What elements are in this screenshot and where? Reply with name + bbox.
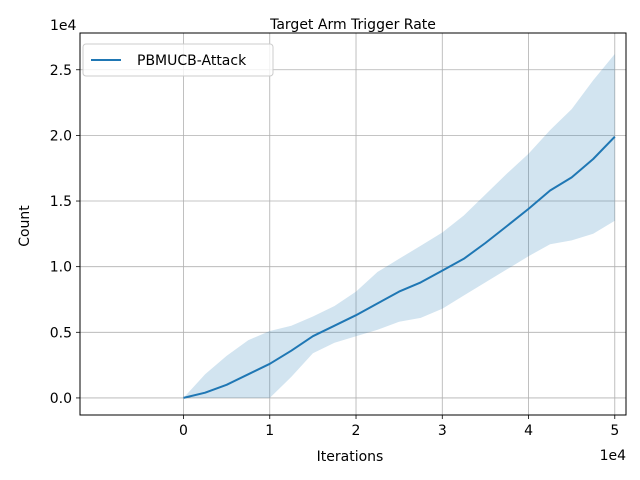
y-tick-label: 1.5: [50, 194, 72, 210]
y-tick-label: 2.0: [50, 128, 72, 144]
chart-title: Target Arm Trigger Rate: [269, 17, 436, 33]
x-tick-label: 2: [352, 423, 361, 439]
series-line: [183, 136, 616, 399]
x-tick-label: 4: [524, 423, 533, 439]
plot-frame: [79, 32, 627, 416]
x-tick-label: 5: [610, 423, 619, 439]
x-axis-label: Iterations: [317, 449, 384, 465]
x-tick-label: 3: [438, 423, 447, 439]
legend-box: [82, 43, 274, 77]
y-tick-label: 1.0: [50, 260, 72, 276]
y-axis-label: Count: [17, 205, 33, 247]
x-tick-label: 0: [179, 423, 188, 439]
legend: PBMUCB-Attack: [82, 43, 274, 77]
axis-ticks: 0 1 2 3 4 5 0.0 0.5 1.0 1.5 2.0 2.5: [50, 63, 620, 439]
x-tick-label: 1: [265, 423, 274, 439]
legend-label: PBMUCB-Attack: [137, 53, 247, 69]
y-tick-label: 2.5: [50, 63, 72, 79]
confidence-band: [183, 54, 615, 398]
x-axis-offset-text: 1e4: [600, 448, 627, 464]
series-confidence-band: [183, 54, 615, 398]
y-tick-label: 0.5: [50, 325, 72, 341]
y-axis-offset-text: 1e4: [50, 18, 77, 34]
series-lines: [183, 136, 616, 399]
grid: [80, 33, 626, 415]
y-tick-label: 0.0: [50, 391, 72, 407]
